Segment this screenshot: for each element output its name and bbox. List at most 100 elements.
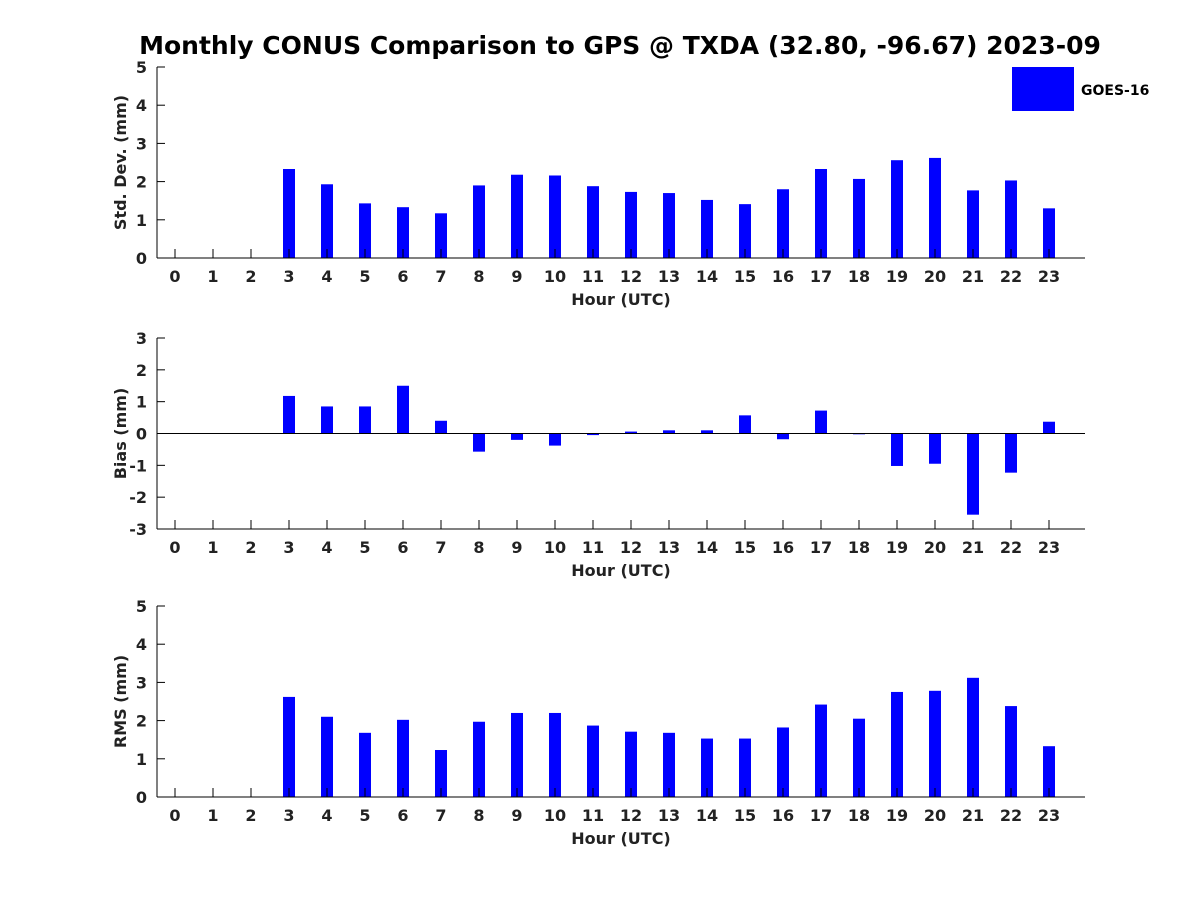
- rms-x-tick-label: 2: [245, 806, 256, 825]
- rms-x-tick-label: 16: [772, 806, 794, 825]
- bias-x-tick-label: 4: [321, 538, 332, 557]
- bias-y-tick-label: -2: [129, 488, 147, 507]
- rms-bar-3: [283, 696, 295, 797]
- bias-x-tick-label: 15: [734, 538, 756, 557]
- std-dev-bar-6: [397, 207, 409, 258]
- rms-y-tick-label: 5: [136, 597, 147, 616]
- std-dev-y-tick-label: 2: [136, 173, 147, 192]
- legend-label: GOES-16: [1081, 83, 1149, 99]
- std-dev-bar-17: [815, 168, 827, 258]
- std-dev-x-tick-label: 19: [886, 267, 908, 286]
- bias-y-tick-label: 2: [136, 361, 147, 380]
- legend: GOES-16: [1012, 67, 1149, 111]
- rms-bar-18: [853, 718, 865, 797]
- rms-bar-5: [359, 732, 371, 797]
- bias-bar-16: [777, 433, 789, 440]
- std-dev-bar-10: [549, 175, 561, 258]
- bias-x-tick-label: 20: [924, 538, 946, 557]
- rms-y-tick-label: 0: [136, 788, 147, 807]
- bias-bar-9: [511, 433, 523, 440]
- bias-y-tick-label: 3: [136, 329, 147, 348]
- std-dev-x-tick-label: 0: [169, 267, 180, 286]
- chart-title: Monthly CONUS Comparison to GPS @ TXDA (…: [139, 31, 1101, 60]
- std-dev-x-tick-label: 7: [435, 267, 446, 286]
- rms-x-tick-label: 18: [848, 806, 870, 825]
- std-dev-bar-15: [739, 204, 751, 258]
- std-dev-bar-7: [435, 213, 447, 258]
- bias-bar-6: [397, 385, 409, 434]
- std-dev-bar-23: [1043, 208, 1055, 258]
- std-dev-bar-12: [625, 191, 637, 258]
- std-dev-x-tick-label: 11: [582, 267, 604, 286]
- rms-x-tick-label: 19: [886, 806, 908, 825]
- bias-bar-7: [435, 420, 447, 434]
- rms-x-tick-label: 23: [1038, 806, 1060, 825]
- bias-x-tick-label: 17: [810, 538, 832, 557]
- bias-x-tick-label: 11: [582, 538, 604, 557]
- bias-bar-5: [359, 406, 371, 434]
- rms-bar-7: [435, 750, 447, 797]
- bias-bar-19: [891, 433, 903, 466]
- rms-bar-16: [777, 727, 789, 797]
- bias-x-tick-label: 7: [435, 538, 446, 557]
- bias-bar-10: [549, 433, 561, 446]
- std-dev-bar-8: [473, 185, 485, 258]
- legend-swatch-goes-16: [1012, 67, 1074, 111]
- std-dev-x-tick-label: 3: [283, 267, 294, 286]
- bias-y-tick-label: 1: [136, 393, 147, 412]
- bias-x-tick-label: 19: [886, 538, 908, 557]
- bias-x-tick-label: 8: [473, 538, 484, 557]
- rms-bar-8: [473, 721, 485, 797]
- rms-x-tick-label: 5: [359, 806, 370, 825]
- rms-x-tick-label: 9: [511, 806, 522, 825]
- std-dev-x-tick-label: 12: [620, 267, 642, 286]
- bias-bar-14: [701, 430, 713, 434]
- std-dev-x-tick-label: 17: [810, 267, 832, 286]
- std-dev-bar-5: [359, 203, 371, 258]
- std-dev-y-tick-label: 5: [136, 58, 147, 77]
- std-dev-x-tick-label: 15: [734, 267, 756, 286]
- bias-x-tick-label: 5: [359, 538, 370, 557]
- bias-bar-12: [625, 431, 637, 434]
- std-dev-bar-3: [283, 168, 295, 258]
- std-dev-bar-20: [929, 157, 941, 258]
- bias-x-tick-label: 6: [397, 538, 408, 557]
- rms-bar-23: [1043, 746, 1055, 797]
- bias-x-tick-label: 10: [544, 538, 566, 557]
- std-dev-bar-19: [891, 160, 903, 258]
- bias-x-axis-label: Hour (UTC): [571, 561, 671, 580]
- bias-bar-11: [587, 433, 599, 436]
- bias-bar-22: [1005, 433, 1017, 473]
- bias-x-tick-label: 22: [1000, 538, 1022, 557]
- std-dev-x-tick-label: 4: [321, 267, 332, 286]
- std-dev-x-tick-label: 23: [1038, 267, 1060, 286]
- bias-y-tick-label: -1: [129, 456, 147, 475]
- bias-bar-3: [283, 395, 295, 434]
- rms-x-tick-label: 1: [207, 806, 218, 825]
- rms-bar-6: [397, 719, 409, 797]
- std-dev-x-tick-label: 14: [696, 267, 718, 286]
- std-dev-x-axis-label: Hour (UTC): [571, 290, 671, 309]
- rms-x-tick-label: 6: [397, 806, 408, 825]
- bias-y-axis-label: Bias (mm): [111, 388, 130, 480]
- bias-y-tick-label: 0: [136, 425, 147, 444]
- std-dev-x-tick-label: 20: [924, 267, 946, 286]
- bias-bar-21: [967, 433, 979, 515]
- rms-bar-13: [663, 732, 675, 797]
- bias-x-tick-label: 3: [283, 538, 294, 557]
- rms-bar-9: [511, 712, 523, 797]
- bias-x-tick-label: 23: [1038, 538, 1060, 557]
- rms-x-tick-label: 13: [658, 806, 680, 825]
- std-dev-x-tick-label: 8: [473, 267, 484, 286]
- rms-bar-21: [967, 677, 979, 797]
- bias-y-tick-label: -3: [129, 520, 147, 539]
- bias-x-tick-label: 2: [245, 538, 256, 557]
- std-dev-bar-11: [587, 186, 599, 258]
- rms-bar-15: [739, 738, 751, 797]
- rms-bar-17: [815, 704, 827, 797]
- bias-x-tick-label: 0: [169, 538, 180, 557]
- rms-x-tick-label: 17: [810, 806, 832, 825]
